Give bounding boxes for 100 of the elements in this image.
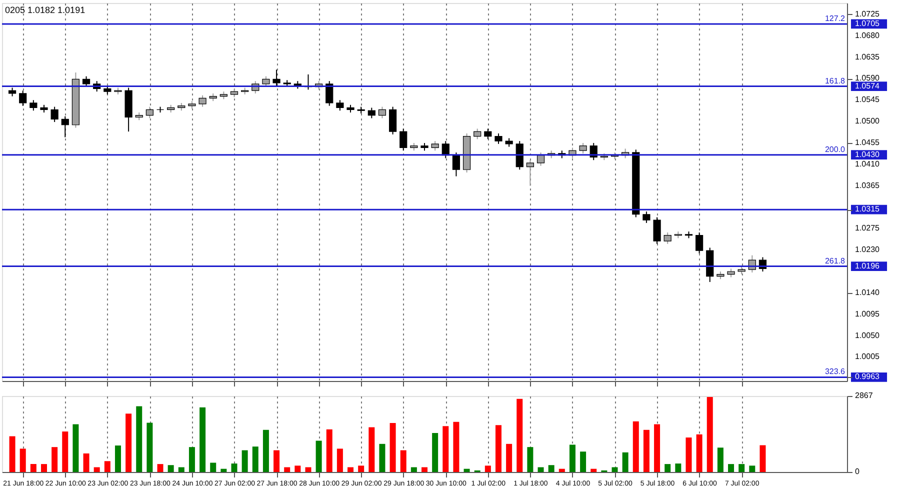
bar: [548, 465, 554, 472]
y-tick-label: 1.0680: [855, 30, 880, 40]
candlestick: [664, 232, 672, 244]
y-tick-label: 1.0725: [855, 9, 880, 18]
candlestick: [642, 211, 650, 224]
bar: [410, 467, 417, 472]
bar: [622, 452, 628, 472]
bar: [379, 444, 386, 472]
bar: [168, 465, 174, 472]
bar: [696, 434, 702, 472]
candlestick: [146, 106, 154, 119]
annotation: 161.8: [824, 76, 846, 86]
bar: [400, 450, 406, 472]
bar: [336, 448, 343, 472]
bar: [146, 422, 153, 472]
bar: [675, 464, 682, 472]
bar: [94, 467, 100, 472]
bar: [72, 424, 79, 472]
bar: [738, 464, 745, 472]
candlestick: [19, 90, 27, 106]
bar: [654, 424, 660, 472]
bar: [316, 440, 322, 472]
bar: [358, 466, 364, 472]
bar: [506, 444, 512, 472]
candlestick: [82, 76, 90, 88]
candlestick: [526, 160, 534, 186]
bar: [274, 450, 280, 472]
bar: [284, 467, 290, 472]
candlestick: [262, 76, 270, 88]
candlestick: [484, 128, 492, 140]
bar: [348, 467, 354, 472]
bar: [305, 467, 312, 472]
y-tick-label: 1.0140: [855, 288, 880, 297]
y-tick-label: 1.0705: [855, 18, 880, 28]
candlestick: [326, 80, 334, 106]
bar: [706, 396, 713, 472]
y-tick-label: 1.0574: [855, 81, 880, 90]
bar: [442, 426, 449, 472]
y-tick-label: 1.0230: [855, 245, 880, 254]
bar: [749, 466, 756, 472]
candlestick: [61, 116, 69, 138]
annotation: 261.8: [824, 256, 846, 266]
candlestick: [400, 128, 408, 152]
bar: [20, 448, 26, 472]
candlestick: [30, 100, 38, 112]
y-tick-label: 1.0430: [855, 150, 880, 159]
bar: [717, 448, 724, 472]
bar: [632, 421, 639, 472]
bar: [83, 453, 90, 472]
bar: [200, 407, 206, 472]
bar: [252, 446, 258, 472]
bar: [432, 433, 438, 472]
bar: [242, 450, 248, 472]
candlestick: [378, 106, 386, 119]
bar: [728, 464, 734, 472]
bar: [136, 406, 142, 472]
bar: [9, 436, 16, 472]
candlestick: [696, 232, 704, 254]
y-tick-label: 1.0590: [855, 74, 880, 83]
y-tick-label: 1.0635: [855, 52, 880, 62]
bar: [495, 425, 502, 472]
annotation: 0205 1.0182 1.0191: [5, 5, 86, 15]
bar: [484, 466, 491, 472]
bar: [580, 452, 586, 472]
bar: [569, 444, 576, 472]
bar: [453, 422, 460, 472]
bar: [294, 466, 301, 472]
candlestick: [50, 106, 58, 123]
candlestick: [536, 152, 545, 166]
candlestick: [272, 69, 280, 86]
y-tick-label: 1.0275: [855, 224, 880, 233]
y-tick-label: 1.0455: [855, 138, 880, 147]
bar: [558, 468, 565, 472]
bar: [30, 464, 36, 472]
candlestick: [431, 140, 439, 152]
bar: [188, 447, 195, 472]
candlestick: [516, 140, 524, 170]
bar: [390, 422, 396, 472]
bar: [527, 447, 534, 472]
bar: [220, 468, 227, 472]
bar: [422, 467, 428, 472]
candlestick: [368, 107, 376, 119]
candlestick: [388, 106, 397, 135]
bar: [643, 430, 650, 472]
candlestick: [452, 152, 460, 177]
candlestick: [579, 142, 587, 154]
bar: [114, 445, 121, 472]
bar: [178, 467, 184, 472]
annotation: 323.6: [824, 367, 846, 376]
bar: [210, 462, 216, 472]
bar: [326, 429, 332, 472]
y-tick-label: 1.0196: [855, 261, 880, 270]
bar: [62, 431, 68, 472]
y-tick-label: 2867: [855, 391, 874, 400]
y-tick-label: 1.0365: [855, 180, 880, 190]
annotation: 127.2: [824, 14, 846, 23]
y-tick-label: 0.9963: [855, 372, 880, 382]
bar: [464, 468, 470, 472]
y-tick-label: 1.0005: [855, 352, 880, 362]
bar: [368, 427, 375, 472]
